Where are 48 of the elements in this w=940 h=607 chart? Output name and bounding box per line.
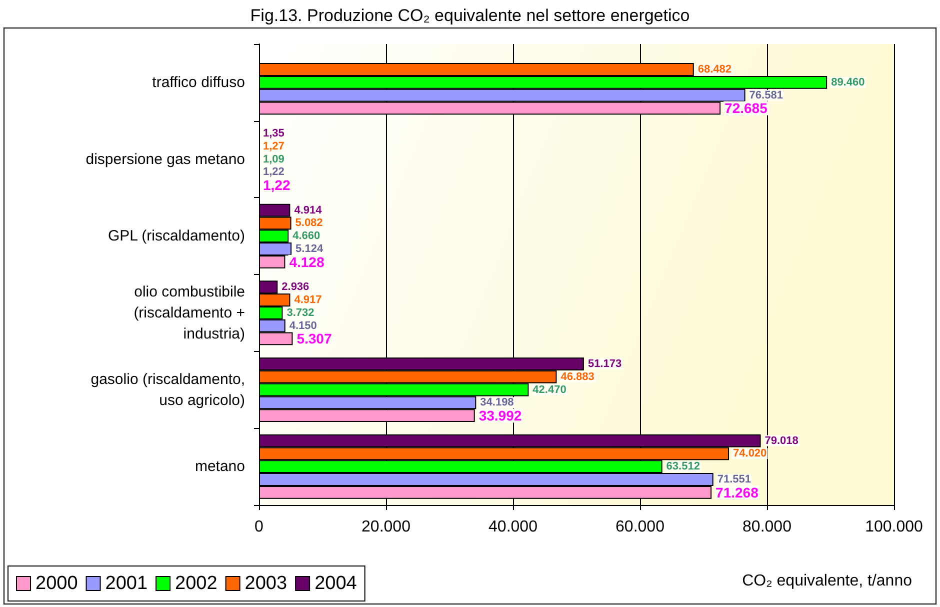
data-label: 89.460 (831, 76, 865, 88)
data-label: 79.018 (764, 434, 798, 447)
legend-label: 2000 (36, 573, 78, 594)
data-label: 4.914 (294, 204, 323, 216)
y-tick-label: metano (194, 458, 245, 476)
data-label: 51.173 (588, 358, 622, 370)
data-label: 1,09 (263, 153, 284, 166)
data-label: 46.883 (560, 370, 594, 383)
data-label: 2.936 (282, 281, 310, 294)
data-label: 76.581 (749, 89, 783, 102)
data-label: 4.917 (294, 294, 322, 306)
x-tick-label: 20.000 (362, 518, 411, 536)
x-tick-label: 80.000 (742, 518, 792, 536)
y-tick-label: dispersione gas metano (86, 150, 245, 168)
data-label: 1,35 (263, 127, 284, 140)
data-label: 5.307 (296, 330, 332, 347)
data-label: 1,22 (263, 177, 290, 194)
data-label: 34.198 (480, 396, 514, 409)
data-label: 4.128 (289, 254, 324, 270)
data-label: 4.150 (289, 320, 317, 332)
data-label: 71.551 (717, 473, 752, 486)
chart-title: Fig.13. Produzione CO₂ equivalente nel settore energetico (250, 6, 690, 25)
legend-label: 2002 (175, 573, 218, 594)
legend-label: 2001 (105, 573, 148, 594)
data-label: 4.660 (292, 230, 320, 242)
data-label: 1,22 (263, 166, 284, 178)
data-label: 63.512 (666, 460, 700, 473)
data-label: 68.482 (698, 64, 732, 76)
x-tick-label: 0 (254, 518, 264, 536)
data-label: 74.020 (733, 448, 767, 460)
data-label: 71.268 (716, 484, 759, 500)
x-tick-label: 40.000 (488, 518, 538, 536)
data-label: 33.992 (478, 408, 522, 424)
data-label: 42.470 (532, 384, 566, 396)
legend-label: 2004 (314, 573, 358, 594)
y-tick-label: traffico diffuso (152, 74, 245, 91)
data-label: 5.124 (296, 242, 324, 255)
data-label: 1,27 (263, 140, 284, 152)
y-tick-label: olio combustibile (riscaldamento + industria) (134, 283, 246, 342)
legend-label: 2003 (244, 573, 288, 594)
y-tick-label: GPL (riscaldamento) (108, 228, 245, 245)
y-tick-label: gasolio (riscaldamento, uso agricolo) (90, 370, 245, 409)
data-label: 3.732 (286, 306, 314, 319)
x-tick-label: 60.000 (616, 518, 665, 536)
data-label: 5.082 (295, 217, 323, 230)
x-tick-label: 100.000 (865, 518, 924, 536)
x-axis-title: CO₂ equivalente, t/anno (742, 572, 912, 590)
data-label: 72.685 (724, 100, 768, 116)
